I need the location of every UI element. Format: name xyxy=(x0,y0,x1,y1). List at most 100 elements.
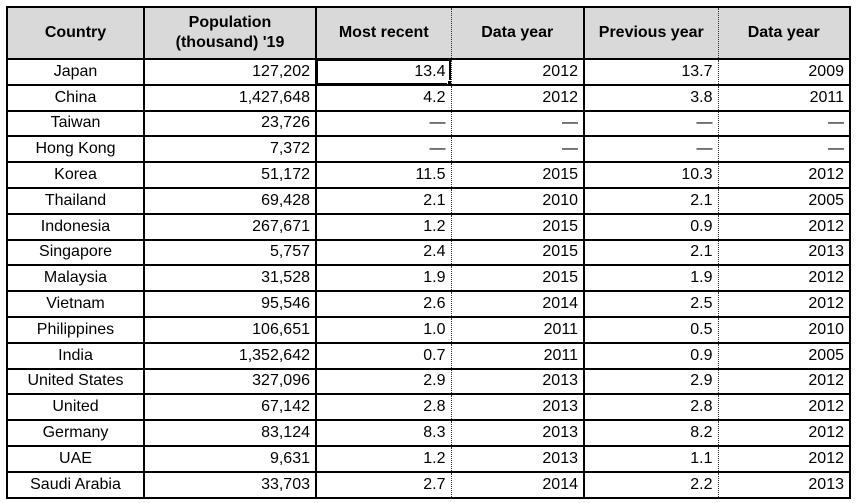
cell-data-year[interactable]: — xyxy=(450,136,584,164)
cell-population[interactable]: 1,427,648 xyxy=(143,84,316,112)
cell-most-recent[interactable]: 2.6 xyxy=(315,291,451,318)
cell-data-year-2[interactable]: 2012 xyxy=(717,162,850,189)
cell-country[interactable]: Japan xyxy=(7,59,144,86)
cell-data-year[interactable]: 2015 xyxy=(450,265,584,293)
cell-population[interactable]: 127,202 xyxy=(143,59,316,86)
cell-data-year-2[interactable]: — xyxy=(717,136,850,164)
cell-country[interactable]: United xyxy=(7,394,144,422)
cell-previous-year[interactable]: 2.9 xyxy=(583,368,718,396)
cell-population[interactable]: 95,546 xyxy=(143,291,316,318)
cell-population[interactable]: 5,757 xyxy=(143,239,316,267)
cell-data-year-2[interactable]: 2013 xyxy=(717,239,850,267)
column-header-data-year-2[interactable]: Data year xyxy=(717,7,850,60)
cell-country[interactable]: Hong Kong xyxy=(7,136,144,164)
cell-country[interactable]: Malaysia xyxy=(7,265,144,293)
cell-previous-year[interactable]: 0.5 xyxy=(583,316,718,344)
cell-data-year-2[interactable]: 2005 xyxy=(717,187,850,215)
cell-data-year[interactable]: 2015 xyxy=(450,213,584,241)
cell-most-recent[interactable]: 4.2 xyxy=(315,84,451,112)
cell-most-recent[interactable]: 8.3 xyxy=(315,420,451,447)
cell-data-year[interactable]: 2015 xyxy=(450,162,584,189)
cell-population[interactable]: 83,124 xyxy=(143,420,316,447)
cell-country[interactable]: UAE xyxy=(7,445,144,473)
cell-data-year-2[interactable]: 2010 xyxy=(717,316,850,344)
cell-previous-year[interactable]: 3.8 xyxy=(583,84,718,112)
cell-data-year[interactable]: 2013 xyxy=(450,445,584,473)
cell-data-year[interactable]: 2013 xyxy=(450,368,584,396)
cell-data-year-2[interactable]: 2012 xyxy=(717,291,850,318)
cell-most-recent[interactable]: — xyxy=(315,110,451,138)
column-header-country[interactable]: Country xyxy=(7,7,144,60)
cell-previous-year[interactable]: 2.1 xyxy=(583,239,718,267)
cell-population[interactable]: 51,172 xyxy=(143,162,316,189)
cell-data-year[interactable]: 2011 xyxy=(450,342,584,370)
cell-most-recent[interactable]: 1.2 xyxy=(315,213,451,241)
cell-population[interactable]: 1,352,642 xyxy=(143,342,316,370)
cell-most-recent[interactable]: 1.2 xyxy=(315,445,451,473)
cell-country[interactable]: Singapore xyxy=(7,239,144,267)
cell-country[interactable]: Vietnam xyxy=(7,291,144,318)
cell-population[interactable]: 67,142 xyxy=(143,394,316,422)
cell-data-year-2[interactable]: 2005 xyxy=(717,342,850,370)
cell-most-recent[interactable]: 0.7 xyxy=(315,342,451,370)
cell-data-year[interactable]: 2012 xyxy=(450,59,584,86)
cell-most-recent[interactable]: 1.0 xyxy=(315,316,451,344)
cell-most-recent[interactable]: 2.8 xyxy=(315,394,451,422)
cell-population[interactable]: 69,428 xyxy=(143,187,316,215)
cell-population[interactable]: 33,703 xyxy=(143,471,316,499)
cell-country[interactable]: Taiwan xyxy=(7,110,144,138)
cell-data-year[interactable]: 2010 xyxy=(450,187,584,215)
cell-data-year[interactable]: 2014 xyxy=(450,471,584,499)
cell-previous-year[interactable]: 1.1 xyxy=(583,445,718,473)
cell-most-recent[interactable]: 2.1 xyxy=(315,187,451,215)
cell-previous-year[interactable]: 2.5 xyxy=(583,291,718,318)
cell-country[interactable]: United States xyxy=(7,368,144,396)
cell-most-recent[interactable]: 1.9 xyxy=(315,265,451,293)
cell-previous-year[interactable]: 2.1 xyxy=(583,187,718,215)
column-header-most-recent[interactable]: Most recent xyxy=(315,7,451,60)
cell-previous-year[interactable]: 8.2 xyxy=(583,420,718,447)
column-header-previous-year[interactable]: Previous year xyxy=(583,7,718,60)
cell-data-year[interactable]: 2013 xyxy=(450,420,584,447)
cell-most-recent[interactable]: 2.9 xyxy=(315,368,451,396)
cell-previous-year[interactable]: 10.3 xyxy=(583,162,718,189)
cell-data-year-2[interactable]: 2012 xyxy=(717,394,850,422)
cell-previous-year[interactable]: — xyxy=(583,110,718,138)
cell-data-year[interactable]: 2013 xyxy=(450,394,584,422)
cell-previous-year[interactable]: 1.9 xyxy=(583,265,718,293)
cell-country[interactable]: Saudi Arabia xyxy=(7,471,144,499)
cell-previous-year[interactable]: — xyxy=(583,136,718,164)
cell-population[interactable]: 7,372 xyxy=(143,136,316,164)
cell-data-year[interactable]: 2014 xyxy=(450,291,584,318)
cell-population[interactable]: 9,631 xyxy=(143,445,316,473)
cell-most-recent[interactable]: — xyxy=(315,136,451,164)
cell-data-year[interactable]: 2015 xyxy=(450,239,584,267)
cell-country[interactable]: Germany xyxy=(7,420,144,447)
cell-country[interactable]: Indonesia xyxy=(7,213,144,241)
cell-population[interactable]: 106,651 xyxy=(143,316,316,344)
cell-country[interactable]: Philippines xyxy=(7,316,144,344)
cell-country[interactable]: India xyxy=(7,342,144,370)
cell-data-year-2[interactable]: 2009 xyxy=(717,59,850,86)
cell-data-year-2[interactable]: 2012 xyxy=(717,213,850,241)
cell-previous-year[interactable]: 0.9 xyxy=(583,342,718,370)
cell-previous-year[interactable]: 2.2 xyxy=(583,471,718,499)
cell-most-recent[interactable]: 2.7 xyxy=(315,471,451,499)
cell-data-year[interactable]: 2011 xyxy=(450,316,584,344)
cell-population[interactable]: 267,671 xyxy=(143,213,316,241)
cell-most-recent-selected[interactable]: 13.4 xyxy=(315,59,451,86)
cell-data-year[interactable]: 2012 xyxy=(450,84,584,112)
cell-population[interactable]: 23,726 xyxy=(143,110,316,138)
cell-data-year-2[interactable]: 2012 xyxy=(717,368,850,396)
cell-data-year-2[interactable]: 2011 xyxy=(717,84,850,112)
cell-population[interactable]: 31,528 xyxy=(143,265,316,293)
cell-data-year-2[interactable]: 2012 xyxy=(717,265,850,293)
cell-most-recent[interactable]: 11.5 xyxy=(315,162,451,189)
cell-country[interactable]: China xyxy=(7,84,144,112)
cell-data-year-2[interactable]: 2012 xyxy=(717,445,850,473)
column-header-data-year[interactable]: Data year xyxy=(450,7,584,60)
column-header-population[interactable]: Population (thousand) '19 xyxy=(143,7,316,60)
cell-most-recent[interactable]: 2.4 xyxy=(315,239,451,267)
cell-previous-year[interactable]: 2.8 xyxy=(583,394,718,422)
cell-previous-year[interactable]: 0.9 xyxy=(583,213,718,241)
